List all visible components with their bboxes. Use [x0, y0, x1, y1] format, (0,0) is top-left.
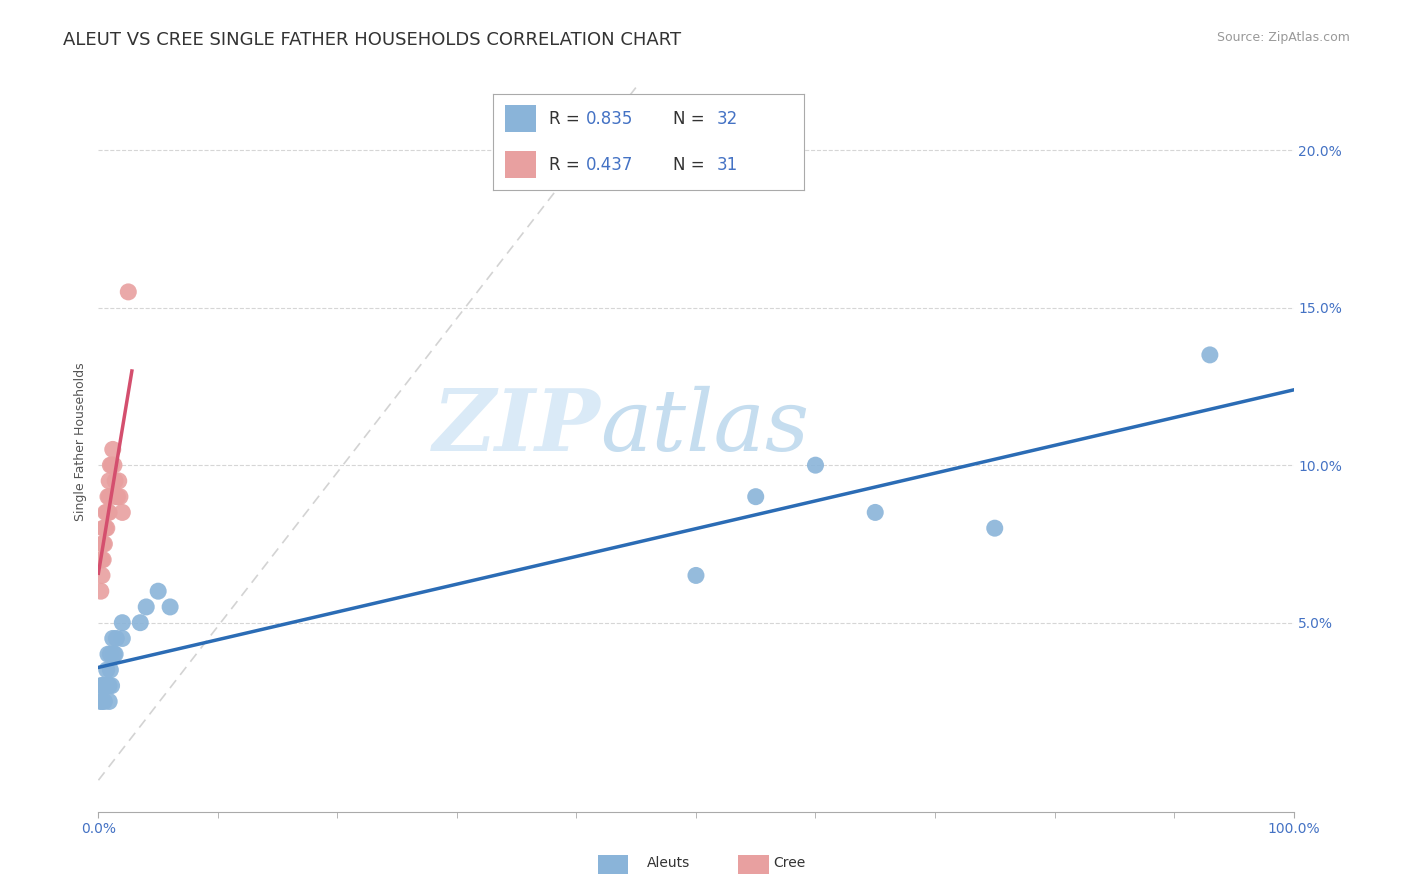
Point	[111, 632, 134, 646]
Point	[103, 458, 125, 472]
Point	[90, 679, 112, 693]
Point	[91, 537, 114, 551]
Point	[865, 505, 887, 519]
Point	[93, 537, 115, 551]
Point	[98, 474, 121, 488]
Point	[1199, 348, 1222, 362]
Point	[90, 552, 112, 566]
Text: ZIP: ZIP	[433, 385, 600, 468]
Point	[91, 537, 114, 551]
Point	[108, 490, 131, 504]
Point	[98, 458, 122, 472]
Point	[93, 694, 115, 708]
Point	[804, 458, 827, 472]
Point	[148, 584, 170, 599]
Point	[100, 458, 122, 472]
Point	[98, 490, 122, 504]
Point	[111, 615, 134, 630]
Point	[105, 632, 128, 646]
Text: Cree: Cree	[773, 856, 806, 871]
Point	[101, 442, 124, 457]
Point	[97, 490, 120, 504]
Point	[98, 679, 121, 693]
Point	[685, 568, 707, 582]
Point	[97, 647, 120, 661]
Point	[107, 474, 129, 488]
Point	[94, 679, 117, 693]
Point	[90, 694, 112, 708]
Point	[91, 694, 114, 708]
Point	[98, 490, 121, 504]
Point	[90, 584, 112, 599]
Point	[94, 521, 117, 535]
Point	[745, 490, 768, 504]
Point	[93, 679, 115, 693]
Point	[984, 521, 1007, 535]
Point	[111, 505, 134, 519]
Point	[97, 505, 120, 519]
Text: Aleuts: Aleuts	[647, 856, 690, 871]
Point	[91, 552, 114, 566]
Point	[117, 285, 139, 299]
Point	[96, 521, 118, 535]
Point	[98, 694, 121, 708]
Point	[159, 599, 181, 614]
Point	[97, 679, 120, 693]
Point	[98, 647, 122, 661]
Point	[93, 521, 115, 535]
Point	[104, 474, 127, 488]
Point	[98, 505, 121, 519]
Text: atlas: atlas	[600, 385, 810, 468]
Point	[107, 490, 129, 504]
Point	[129, 615, 152, 630]
Point	[94, 505, 117, 519]
Point	[105, 490, 128, 504]
Point	[103, 647, 125, 661]
Point	[91, 679, 114, 693]
Point	[96, 663, 118, 677]
Point	[98, 663, 122, 677]
Point	[91, 552, 114, 566]
Point	[91, 521, 114, 535]
Point	[135, 599, 157, 614]
Point	[104, 647, 127, 661]
Point	[101, 632, 124, 646]
Text: ALEUT VS CREE SINGLE FATHER HOUSEHOLDS CORRELATION CHART: ALEUT VS CREE SINGLE FATHER HOUSEHOLDS C…	[63, 31, 682, 49]
Y-axis label: Single Father Households: Single Father Households	[75, 362, 87, 521]
Point	[100, 679, 122, 693]
Text: Source: ZipAtlas.com: Source: ZipAtlas.com	[1216, 31, 1350, 45]
Point	[91, 679, 114, 693]
Point	[96, 505, 118, 519]
Point	[91, 568, 114, 582]
